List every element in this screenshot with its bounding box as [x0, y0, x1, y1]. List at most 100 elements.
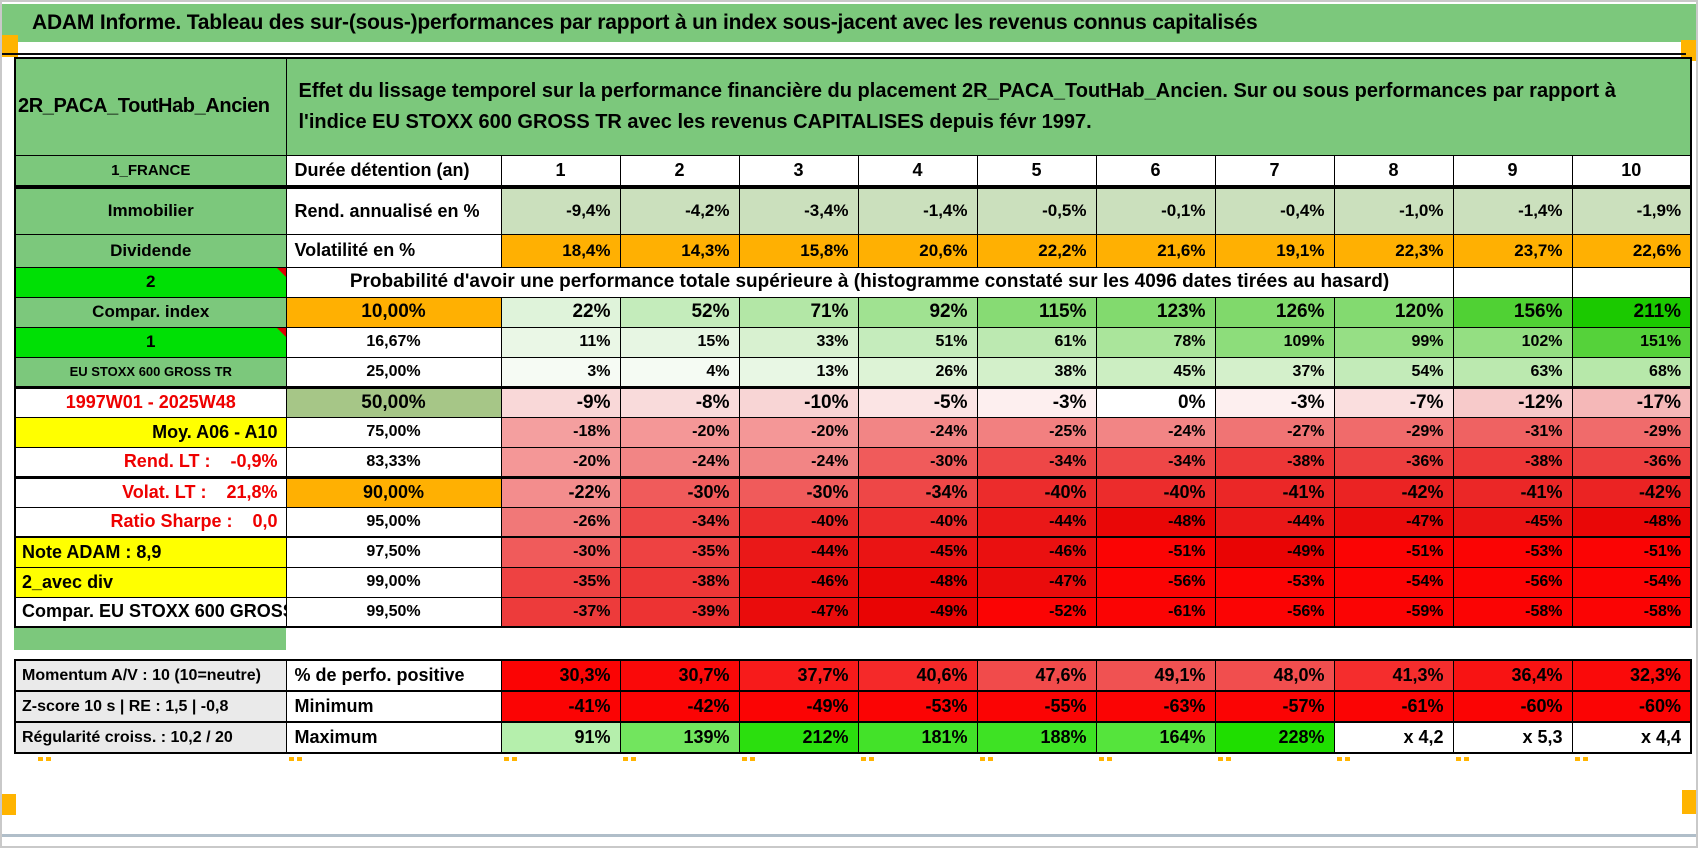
value-cell[interactable]: -24% — [738, 446, 859, 478]
value-cell[interactable]: -29% — [1333, 416, 1454, 448]
value-cell[interactable]: -20% — [738, 416, 859, 448]
value-cell[interactable]: 92% — [857, 296, 978, 328]
indicator-label[interactable]: Z-score 10 s | RE : 1,5 | -0,8 — [14, 690, 287, 723]
row-label[interactable]: Note ADAM : 8,9 — [14, 536, 287, 568]
value-cell[interactable]: -44% — [1214, 506, 1335, 538]
row-label[interactable]: Rend. LT : -0,9% — [14, 446, 287, 478]
indicator-label[interactable]: Momentum A/V : 10 (10=neutre) — [14, 659, 287, 692]
value-cell[interactable]: -48% — [1095, 506, 1216, 538]
value-cell[interactable]: -56% — [1214, 596, 1335, 628]
value-cell[interactable]: -57% — [1214, 690, 1335, 723]
year-column-header[interactable]: 4 — [857, 154, 978, 189]
value-cell[interactable]: 61% — [976, 326, 1097, 358]
value-cell[interactable]: 164% — [1095, 721, 1216, 754]
value-cell[interactable]: -10% — [738, 385, 859, 418]
value-cell[interactable]: 22,6% — [1571, 233, 1692, 268]
value-cell[interactable]: -12% — [1452, 385, 1573, 418]
value-cell[interactable]: 32,3% — [1571, 659, 1692, 692]
value-cell[interactable]: -34% — [976, 446, 1097, 478]
duration-header-label[interactable]: Durée détention (an) — [285, 154, 502, 189]
value-cell[interactable]: -44% — [976, 506, 1097, 538]
value-cell[interactable]: -60% — [1452, 690, 1573, 723]
value-cell[interactable]: -54% — [1333, 566, 1454, 598]
value-cell[interactable]: 123% — [1095, 296, 1216, 328]
value-cell[interactable]: 54% — [1333, 356, 1454, 388]
percentile-cell[interactable]: 99,50% — [285, 596, 502, 628]
value-cell[interactable]: -47% — [1333, 506, 1454, 538]
value-cell[interactable]: -7% — [1333, 385, 1454, 418]
value-cell[interactable]: -30% — [857, 446, 978, 478]
row-label[interactable]: 2_avec div — [14, 566, 287, 598]
value-cell[interactable]: -0,4% — [1214, 186, 1335, 235]
value-cell[interactable]: -34% — [1095, 446, 1216, 478]
value-cell[interactable]: -39% — [619, 596, 740, 628]
value-cell[interactable]: 99% — [1333, 326, 1454, 358]
value-cell[interactable]: 30,3% — [500, 659, 621, 692]
value-cell[interactable]: -9,4% — [500, 186, 621, 235]
value-cell[interactable]: -0,1% — [1095, 186, 1216, 235]
value-cell[interactable]: 102% — [1452, 326, 1573, 358]
value-cell[interactable]: -27% — [1214, 416, 1335, 448]
percentile-cell[interactable]: 99,00% — [285, 566, 502, 598]
value-cell[interactable]: 15,8% — [738, 233, 859, 268]
value-cell[interactable]: -51% — [1095, 536, 1216, 568]
value-cell[interactable]: -3% — [976, 385, 1097, 418]
value-cell[interactable]: -53% — [1214, 566, 1335, 598]
value-cell[interactable]: -51% — [1333, 536, 1454, 568]
row-label[interactable]: Compar. index — [14, 296, 287, 328]
value-cell[interactable]: 212% — [738, 721, 859, 754]
row-label[interactable]: Dividende — [14, 233, 287, 268]
value-cell[interactable]: 11% — [500, 326, 621, 358]
value-cell[interactable]: -3,4% — [738, 186, 859, 235]
value-cell[interactable]: 33% — [738, 326, 859, 358]
value-cell[interactable]: -55% — [976, 690, 1097, 723]
value-cell[interactable]: -49% — [1214, 536, 1335, 568]
value-cell[interactable]: 37% — [1214, 356, 1335, 388]
value-cell[interactable]: -46% — [738, 566, 859, 598]
value-cell[interactable]: -26% — [500, 506, 621, 538]
value-cell[interactable]: 37,7% — [738, 659, 859, 692]
value-cell[interactable]: 48,0% — [1214, 659, 1335, 692]
value-cell[interactable]: -48% — [857, 566, 978, 598]
value-cell[interactable]: 126% — [1214, 296, 1335, 328]
value-cell[interactable]: 15% — [619, 326, 740, 358]
value-cell[interactable]: -40% — [857, 506, 978, 538]
value-cell[interactable]: -36% — [1333, 446, 1454, 478]
percentile-cell[interactable]: 90,00% — [285, 475, 502, 508]
value-cell[interactable]: 45% — [1095, 356, 1216, 388]
value-cell[interactable]: -34% — [619, 506, 740, 538]
value-cell[interactable]: 26% — [857, 356, 978, 388]
value-cell[interactable]: 22,3% — [1333, 233, 1454, 268]
value-cell[interactable]: 18,4% — [500, 233, 621, 268]
value-cell[interactable]: -4,2% — [619, 186, 740, 235]
percentile-cell[interactable]: 97,50% — [285, 536, 502, 568]
value-cell[interactable]: 0% — [1095, 385, 1216, 418]
value-cell[interactable]: -37% — [500, 596, 621, 628]
value-cell[interactable]: -42% — [619, 690, 740, 723]
value-cell[interactable]: 14,3% — [619, 233, 740, 268]
value-cell[interactable]: 51% — [857, 326, 978, 358]
value-cell[interactable]: 49,1% — [1095, 659, 1216, 692]
value-cell[interactable]: x 4,4 — [1571, 721, 1692, 754]
value-cell[interactable]: -38% — [1214, 446, 1335, 478]
value-cell[interactable]: -30% — [500, 536, 621, 568]
value-cell[interactable]: 63% — [1452, 356, 1573, 388]
value-cell[interactable]: -53% — [857, 690, 978, 723]
value-cell[interactable]: 115% — [976, 296, 1097, 328]
value-cell[interactable]: x 4,2 — [1333, 721, 1454, 754]
value-cell[interactable]: -24% — [1095, 416, 1216, 448]
summary-desc-cell[interactable]: % de perfo. positive — [285, 659, 502, 692]
value-cell[interactable]: 41,3% — [1333, 659, 1454, 692]
percentile-cell[interactable]: 10,00% — [285, 296, 502, 328]
value-cell[interactable]: -30% — [619, 475, 740, 508]
value-cell[interactable]: -8% — [619, 385, 740, 418]
value-cell[interactable]: -35% — [619, 536, 740, 568]
year-column-header[interactable]: 2 — [619, 154, 740, 189]
year-column-header[interactable]: 3 — [738, 154, 859, 189]
value-cell[interactable]: x 5,3 — [1452, 721, 1573, 754]
value-cell[interactable]: -56% — [1452, 566, 1573, 598]
year-column-header[interactable]: 6 — [1095, 154, 1216, 189]
value-cell[interactable]: 22% — [500, 296, 621, 328]
value-cell[interactable]: 23,7% — [1452, 233, 1573, 268]
value-cell[interactable]: -3% — [1214, 385, 1335, 418]
